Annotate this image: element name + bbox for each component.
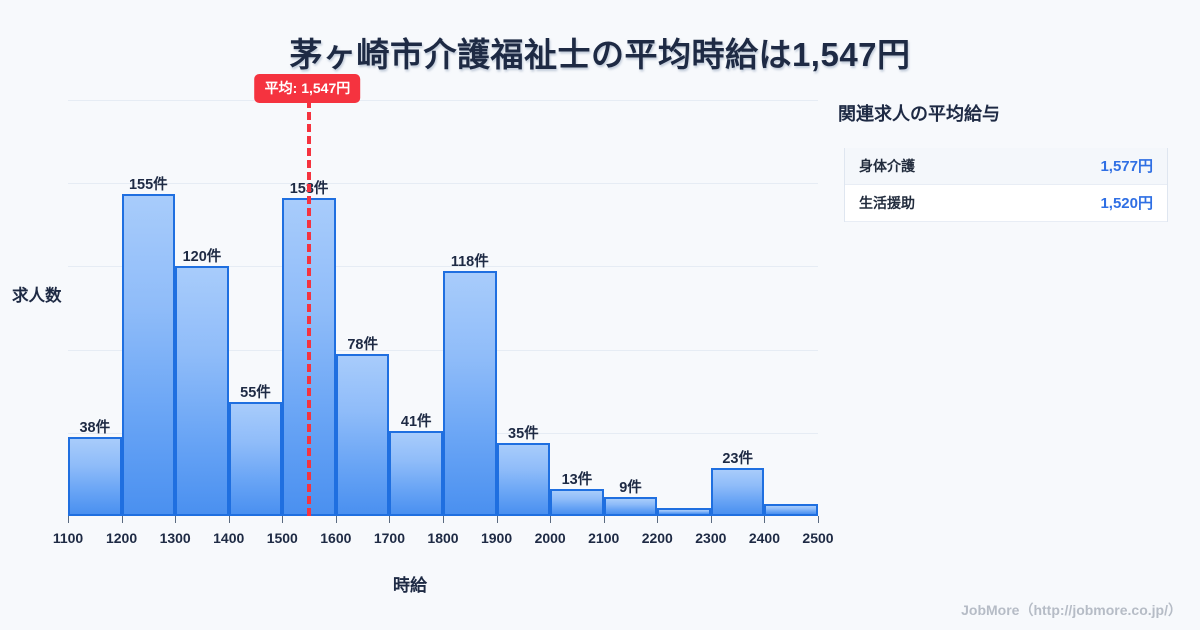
related-salary-table: 身体介護 1,577円生活援助 1,520円 <box>844 148 1168 222</box>
x-tick-label: 1300 <box>159 530 191 546</box>
x-tick <box>121 516 123 523</box>
x-axis-title: 時給 <box>393 576 427 595</box>
x-tick <box>68 516 69 523</box>
x-tick <box>282 516 284 523</box>
table-row: 生活援助 1,520円 <box>845 185 1167 222</box>
plot-area: 38件 155件 120件 55件 153件 78件 41件 118件 35件 13件 9件 23件 … <box>53 74 834 546</box>
bar-value-label: 55件 <box>240 384 271 401</box>
average-badge: 平均: 1,547円 <box>254 74 361 103</box>
x-tick <box>657 516 659 523</box>
bar-value-label: 9件 <box>619 480 642 497</box>
x-tick-label: 1100 <box>52 530 84 546</box>
row-label: 身体介護 <box>859 157 915 174</box>
x-tick <box>496 516 498 523</box>
x-tick <box>175 516 177 523</box>
bar-value-label: 120件 <box>182 249 222 266</box>
x-tick <box>550 516 552 523</box>
row-value: 1,520円 <box>1100 195 1153 212</box>
x-tick <box>389 516 391 523</box>
bar-value-label: 41件 <box>400 413 432 430</box>
x-tick-label: 1600 <box>320 530 352 546</box>
bar <box>121 193 176 516</box>
row-label: 生活援助 <box>859 194 915 211</box>
x-tick-label: 1400 <box>213 530 245 546</box>
bar-value-label: 23件 <box>722 451 753 468</box>
histogram-chart: 求人数 38件 155件 120件 55件 153件 78件 41件 118件 35件 13件 9件… <box>0 74 834 606</box>
bar-value-label: 155件 <box>128 176 168 193</box>
x-tick-label: 2400 <box>748 530 780 546</box>
table-row: 身体介護 1,577円 <box>845 148 1167 185</box>
x-tick <box>710 516 712 523</box>
x-tick-label: 1900 <box>480 530 513 546</box>
gridline <box>68 183 818 185</box>
bar <box>764 503 818 516</box>
x-tick-label: 2000 <box>534 530 566 546</box>
bar <box>389 430 443 516</box>
average-line <box>307 100 312 516</box>
bar <box>335 353 390 516</box>
gridline <box>68 266 818 268</box>
bar <box>550 488 604 516</box>
bar <box>710 468 765 516</box>
x-tick-label: 1500 <box>266 530 298 546</box>
x-tick-label: 2100 <box>588 530 620 546</box>
bar <box>175 266 229 516</box>
bar <box>443 270 497 516</box>
x-tick <box>603 516 605 523</box>
x-tick <box>228 516 230 523</box>
y-axis-title: 求人数 <box>12 287 62 305</box>
footer-watermark: JobMore（http://jobmore.co.jp/） <box>961 602 1182 618</box>
side-panel-heading: 関連求人の平均給与 <box>838 104 1000 124</box>
x-tick-label: 2300 <box>695 530 727 546</box>
side-panel: 関連求人の平均給与 身体介護 1,577円生活援助 1,520円 <box>838 100 1168 222</box>
bar <box>657 507 711 516</box>
x-tick <box>443 516 444 523</box>
bar-value-label: 35件 <box>508 426 539 443</box>
x-tick <box>764 516 766 523</box>
bar-value-label: 118件 <box>450 253 489 270</box>
x-tick <box>335 516 337 523</box>
bar <box>496 443 551 516</box>
gridline <box>68 100 818 101</box>
bar-value-label: 78件 <box>347 336 378 353</box>
x-tick-label: 1200 <box>105 530 138 546</box>
x-tick-label: 1700 <box>373 530 405 546</box>
bar <box>68 436 122 516</box>
bar-value-label: 38件 <box>79 419 111 436</box>
x-tick-label: 2200 <box>641 530 673 546</box>
bar-value-label: 13件 <box>561 471 593 488</box>
row-value: 1,577円 <box>1100 158 1153 175</box>
x-tick <box>818 516 819 523</box>
x-tick-label: 1800 <box>427 530 459 546</box>
bar-series <box>68 100 818 516</box>
page-title: 茅ヶ崎市介護福祉士の平均時給は1,547円 <box>289 36 911 73</box>
bar <box>603 497 658 516</box>
x-tick-label: 2500 <box>802 530 834 546</box>
bar <box>228 401 283 516</box>
